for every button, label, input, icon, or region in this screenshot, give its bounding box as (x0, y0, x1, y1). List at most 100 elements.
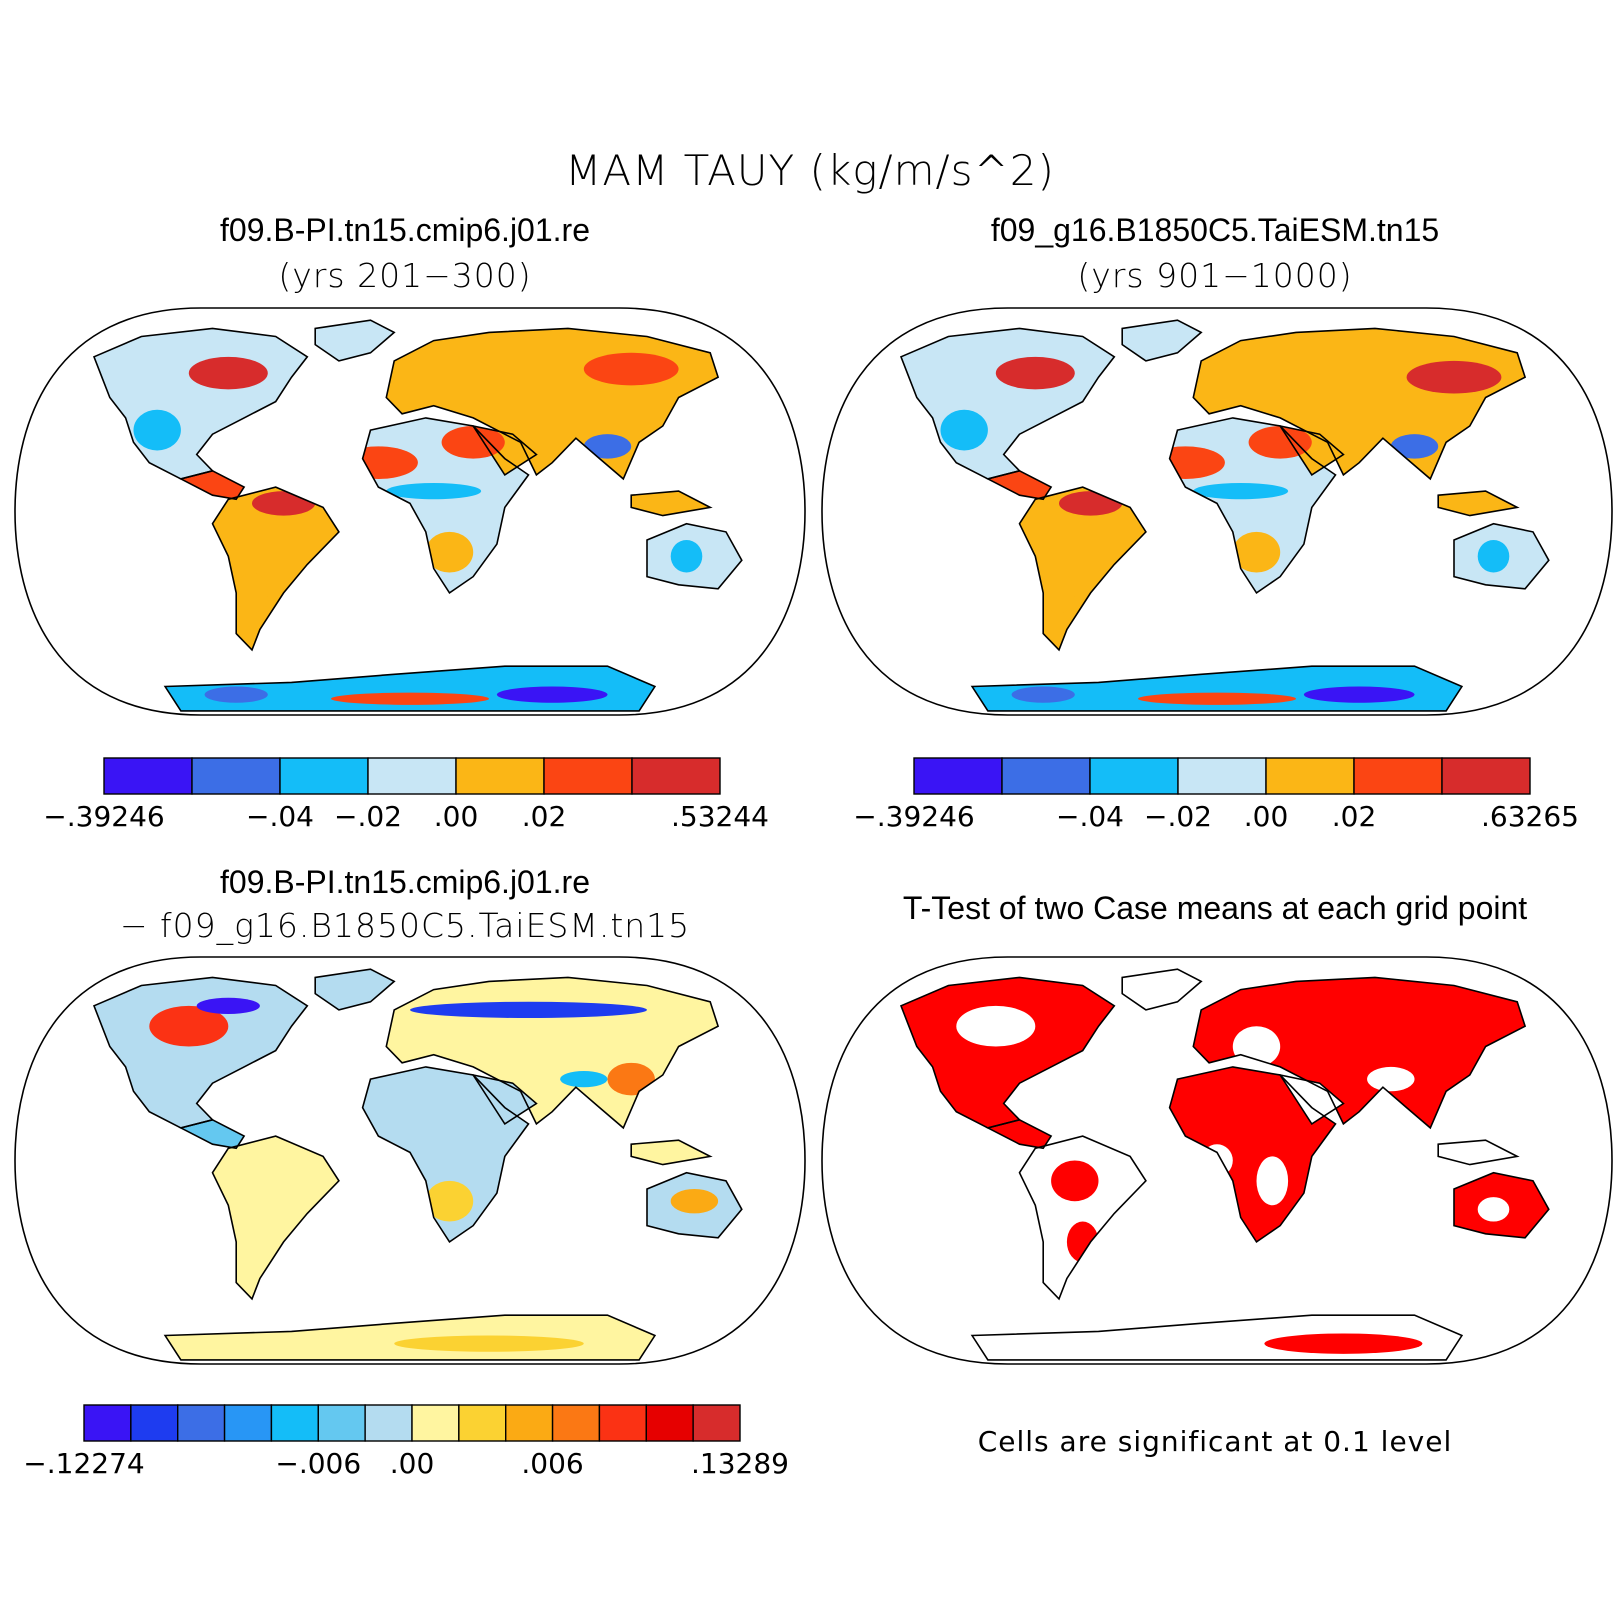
field-region (425, 1180, 474, 1222)
colorbar-tick-label: −.04 (1056, 800, 1124, 833)
panel3-title: f09.B-PI.tn15.cmip6.j01.re (220, 864, 590, 900)
colorbar-swatch (279, 757, 369, 795)
field-region (1406, 360, 1502, 394)
land-centralAmerica (987, 1119, 1052, 1149)
colorbar-swatch (692, 1404, 741, 1442)
field-region (560, 1070, 608, 1088)
field-region (1011, 686, 1075, 703)
field-region (1477, 1197, 1510, 1222)
field-region (1256, 1156, 1289, 1206)
panel2-title: f09_g16.B1850C5.TaiESM.tn15 (990, 212, 1440, 248)
field-region (670, 1188, 719, 1214)
colorbar-swatch (1177, 757, 1267, 795)
field-region (1193, 483, 1289, 500)
colorbar-tick-label: −.39246 (43, 800, 165, 833)
field-region (252, 1180, 300, 1222)
map-border (14, 956, 806, 1365)
colorbar-tick-label: .02 (1331, 800, 1377, 833)
panel1-title: f09.B-PI.tn15.cmip6.j01.re (220, 212, 590, 248)
field-region (1138, 692, 1296, 705)
field-region (670, 539, 703, 573)
colorbar-swatch (130, 1404, 179, 1442)
colorbar-tick-label: .53244 (671, 800, 769, 833)
map-case2 (821, 307, 1613, 716)
colorbar-tick-label: .13289 (691, 1447, 789, 1480)
land-greenland (315, 969, 395, 1010)
colorbar-swatch (191, 757, 281, 795)
colorbar-case1 (103, 757, 721, 795)
panel1-subtitle: (yrs 201−300) (278, 256, 532, 295)
field-region (188, 356, 268, 390)
main-title: MAM TAUY (kg/m/s^2) (565, 146, 1055, 195)
colorbar-swatch (270, 1404, 319, 1442)
field-region (583, 352, 679, 386)
field-region (956, 1005, 1036, 1047)
colorbar-swatch (411, 1404, 460, 1442)
land-greenland (1122, 320, 1202, 361)
field-region (607, 1062, 655, 1096)
colorbar-swatch (83, 1404, 132, 1442)
field-region (410, 1001, 647, 1019)
map-case1 (14, 307, 806, 716)
land-northAmerica (94, 977, 308, 1128)
colorbar-swatch (223, 1404, 273, 1442)
map-ttest (821, 956, 1613, 1365)
land-africa (362, 1066, 529, 1242)
field-region (1390, 434, 1439, 459)
colorbar-swatch (1353, 757, 1443, 795)
field-region (1043, 572, 1075, 614)
field-region (1303, 686, 1415, 703)
colorbar-swatch (631, 757, 721, 795)
panel3-subtitle: − f09_g16.B1850C5.TaiESM.tn15 (119, 906, 691, 945)
colorbar-swatch (543, 757, 633, 795)
colorbar-swatch (455, 757, 545, 795)
colorbar-swatch (1441, 757, 1531, 795)
colorbar-tick-label: −.02 (1144, 800, 1212, 833)
land-centralAmerica (180, 470, 245, 500)
field-region (940, 409, 988, 451)
land-greenland (315, 320, 395, 361)
field-region (133, 409, 181, 451)
colorbar-difference (83, 1404, 741, 1442)
colorbar-swatch (598, 1404, 647, 1442)
field-region (149, 1005, 229, 1047)
colorbar-tick-label: .00 (433, 800, 479, 833)
colorbar-swatch (458, 1404, 507, 1442)
significance-note: Cells are significant at 0.1 level (977, 1425, 1453, 1458)
colorbar-swatch (551, 1404, 601, 1442)
colorbar-swatch (645, 1404, 694, 1442)
panel2-subtitle: (yrs 901−1000) (1077, 256, 1353, 295)
land-centralAmerica (987, 470, 1052, 500)
land-arabia (473, 1075, 537, 1124)
map-border (821, 956, 1613, 1365)
map-border (14, 307, 806, 716)
field-region (1477, 539, 1510, 573)
colorbar-tick-label: .02 (521, 800, 567, 833)
field-region (1264, 1333, 1423, 1354)
colorbar-swatch (505, 1404, 554, 1442)
field-region (1051, 1160, 1099, 1202)
colorbar-swatch (1089, 757, 1179, 795)
colorbar-swatch (103, 757, 193, 795)
field-region (204, 686, 268, 703)
colorbar-tick-label: .00 (1243, 800, 1289, 833)
colorbar-tick-label: .63265 (1481, 800, 1579, 833)
field-region (196, 997, 260, 1014)
land-southAmerica (1019, 1136, 1146, 1299)
colorbar-tick-label: .006 (521, 1447, 584, 1480)
field-region (394, 1335, 584, 1352)
colorbar-tick-label: −.12274 (23, 1447, 145, 1480)
field-region (1367, 1066, 1415, 1092)
colorbar-swatch (317, 1404, 366, 1442)
field-region (425, 531, 474, 573)
colorbar-tick-label: −.02 (334, 800, 402, 833)
colorbar-swatch (1001, 757, 1091, 795)
field-region (1232, 531, 1281, 573)
field-region (236, 572, 268, 614)
field-region (496, 686, 608, 703)
colorbar-case2 (913, 757, 1531, 795)
colorbar-swatch (364, 1404, 413, 1442)
colorbar-tick-label: .00 (389, 1447, 435, 1480)
colorbar-tick-label: −.04 (246, 800, 314, 833)
